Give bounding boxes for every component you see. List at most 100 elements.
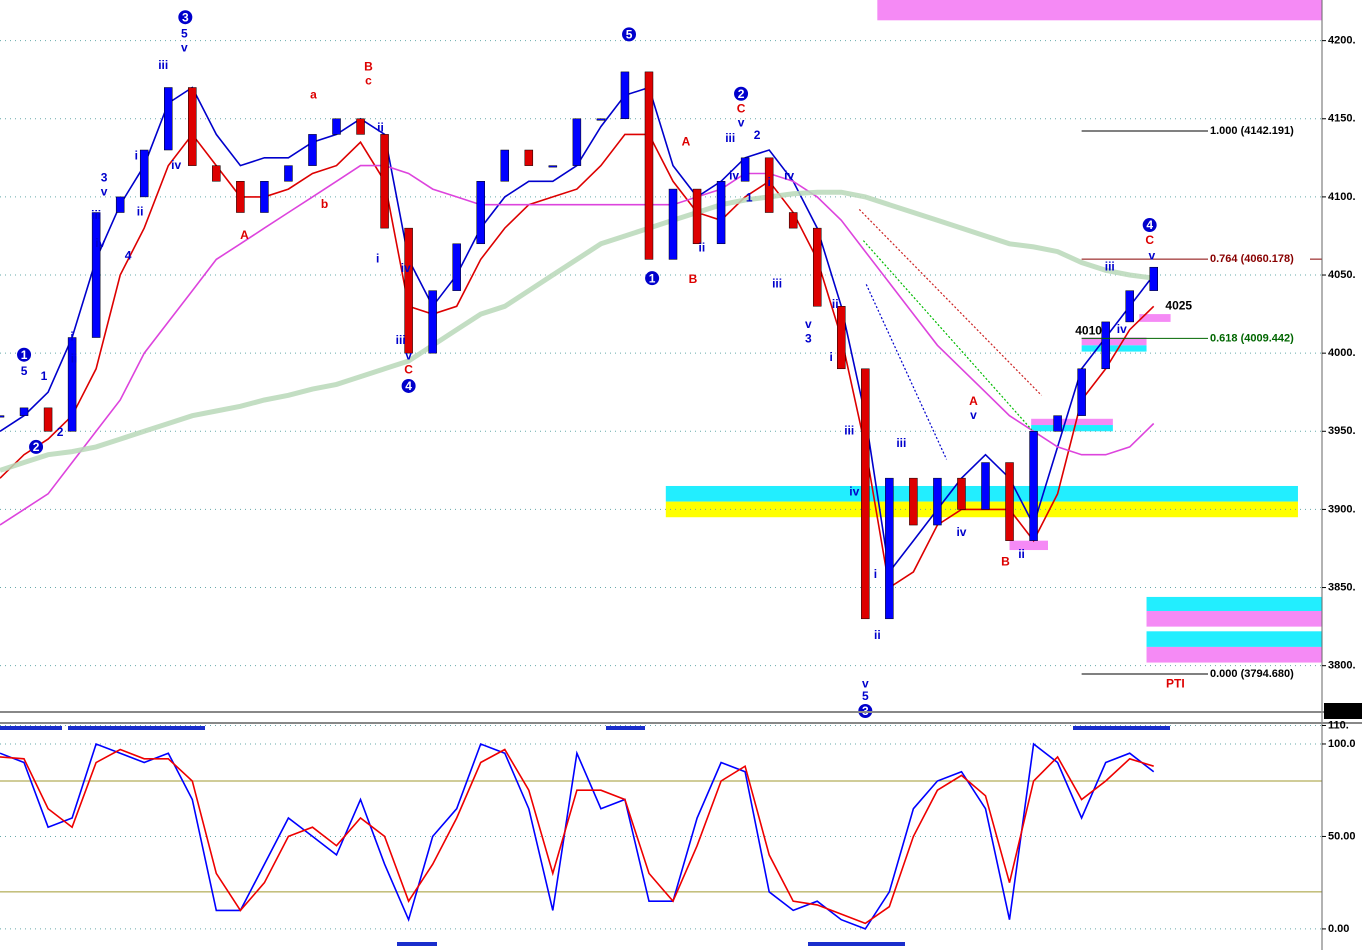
candle-body: [812, 227, 822, 307]
candle-body: [981, 462, 990, 510]
candle-body: [212, 165, 221, 182]
wave-label: i: [70, 330, 73, 344]
wave-label: 3: [805, 331, 812, 345]
wave-circle: [17, 347, 32, 362]
wave-label: ii: [874, 628, 881, 642]
wave-label: B: [689, 272, 698, 286]
fib-label: 0.000 (3794.680): [1210, 668, 1294, 680]
y-tick-label: 4100.: [1328, 191, 1356, 203]
candle-body: [0, 415, 5, 418]
y-tick-label: 0.00: [1328, 923, 1349, 935]
candle-body: [19, 407, 29, 416]
wave-label: 2: [33, 440, 40, 454]
wave-label: 3: [101, 170, 108, 184]
y-tick-label: 3950.: [1328, 425, 1356, 437]
wave-label: 5: [626, 28, 633, 42]
wave-label: iv: [401, 261, 411, 275]
candle-body: [188, 87, 197, 166]
signal-bar: [0, 726, 62, 730]
fib-label: 0.618 (4009.442): [1210, 332, 1294, 344]
fib-label-bg: [1208, 123, 1310, 138]
candle-body: [428, 290, 437, 354]
wave-label: iii: [896, 436, 906, 450]
wave-label: ii: [377, 120, 384, 134]
wave-label: c: [365, 73, 372, 87]
wave-label: C: [737, 102, 746, 116]
wave-label: 4: [125, 248, 132, 262]
candle-body: [332, 118, 341, 135]
candle-body: [1029, 431, 1038, 541]
wave-label: 4: [1146, 218, 1153, 232]
price-zone: [1009, 540, 1048, 551]
candle-body: [1101, 321, 1110, 370]
wave-label: B: [1001, 555, 1010, 569]
wave-label: 2: [57, 425, 64, 439]
y-tick-label: 100.0: [1328, 738, 1356, 750]
wave-label: v: [738, 116, 745, 130]
candle-body: [1125, 290, 1134, 323]
wave-label: iii: [158, 58, 168, 72]
wave-label: A: [240, 228, 249, 242]
candle-body: [740, 157, 750, 182]
candle-body: [260, 181, 269, 213]
candle-body: [356, 118, 365, 135]
signal-bar: [606, 726, 645, 730]
candle-body: [500, 149, 510, 182]
wave-label: A: [682, 134, 691, 148]
signal-bar: [808, 942, 905, 946]
indicator-line: [0, 748, 1154, 925]
candle-body: [692, 188, 702, 245]
wave-label: 1: [649, 271, 656, 285]
candle-body: [933, 477, 942, 526]
candle-body: [644, 71, 654, 260]
candle-body: [476, 181, 485, 245]
signal-bar: [1073, 726, 1170, 730]
candle-body: [764, 157, 774, 213]
price-zone: [1139, 314, 1171, 322]
y-tick-label: 3900.: [1328, 503, 1356, 515]
y-tick-label: 3800.: [1328, 660, 1356, 672]
candle-body: [909, 477, 918, 526]
wave-label: v: [1148, 248, 1155, 262]
wave-circle: [734, 86, 749, 101]
wave-label: 5: [21, 364, 28, 378]
wave-circle: [401, 378, 416, 393]
wave-label: i: [874, 567, 877, 581]
y-tick-label: 4200.: [1328, 35, 1356, 47]
candle-body: [236, 181, 245, 213]
y-tick-label: 4150.: [1328, 113, 1356, 125]
wave-label: v: [405, 348, 412, 362]
wave-label: 1: [21, 348, 28, 362]
wave-label: v: [805, 317, 812, 331]
y-tick-label: 4000.: [1328, 347, 1356, 359]
wave-circle: [1142, 218, 1157, 233]
signal-bar: [397, 942, 437, 946]
price-zone: [877, 0, 1322, 21]
candle-body: [164, 87, 173, 151]
wave-label: iii: [396, 333, 406, 347]
candle-body: [67, 337, 77, 432]
wave-label: ii: [71, 352, 78, 366]
candle-body: [284, 165, 293, 182]
signal-bar: [68, 726, 205, 730]
candle-body: [548, 165, 558, 168]
wave-label: iii: [1105, 259, 1115, 273]
fib-label: 0.764 (4060.178): [1210, 253, 1294, 265]
wave-label: iv: [956, 525, 966, 539]
wave-label: iv: [729, 169, 739, 183]
wave-circle: [178, 10, 193, 25]
wave-label: C: [404, 363, 413, 377]
wave-label: v: [862, 677, 869, 691]
y-tick-label: 3850.: [1328, 581, 1356, 593]
candle-body: [115, 196, 125, 213]
wave-circle: [29, 439, 44, 454]
price-zone: [1146, 631, 1322, 647]
price-zone: [1031, 418, 1113, 426]
wave-label: iii: [91, 208, 101, 222]
candle-body: [572, 118, 582, 166]
candle-body: [43, 407, 53, 432]
fib-label-bg: [1208, 666, 1310, 681]
price-zone: [1081, 337, 1147, 346]
wave-label: v: [970, 408, 977, 422]
